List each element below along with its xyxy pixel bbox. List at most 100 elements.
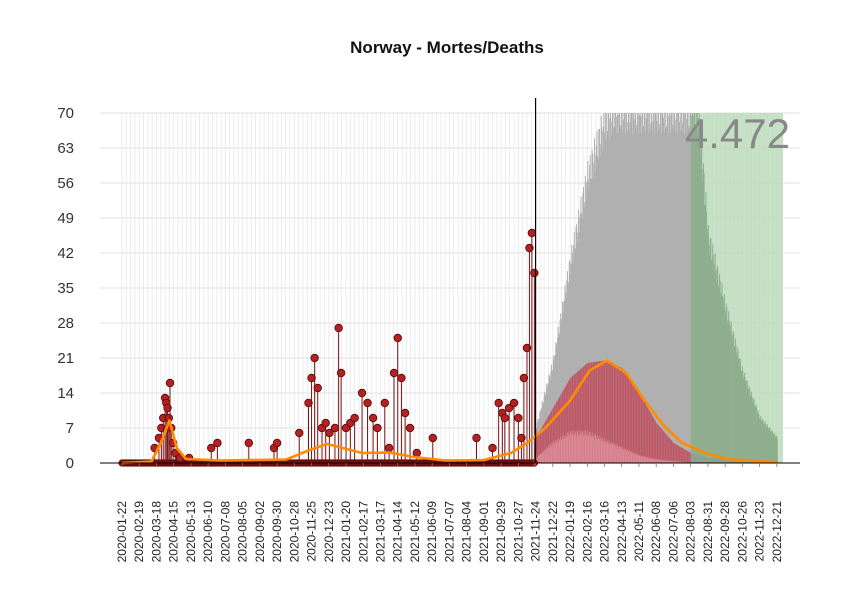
forecast-mid-bar — [580, 368, 582, 463]
x-tick-label: 2021-08-04 — [460, 501, 474, 563]
forecast-mid-bar — [624, 371, 626, 463]
forecast-upper-bar — [577, 232, 579, 463]
forecast-lower-bar — [549, 445, 551, 463]
data-point — [380, 398, 389, 408]
forecast-mid-bar — [692, 453, 694, 463]
data-point — [400, 408, 410, 418]
forecast-mid-bar — [616, 365, 618, 463]
forecast-mid-bar — [619, 366, 621, 463]
forecast-upper-bar — [658, 129, 660, 463]
forecast-upper-bar — [707, 228, 709, 463]
forecast-mid-bar — [603, 360, 605, 463]
forecast-mid-bar — [727, 458, 729, 463]
forecast-mid-bar — [571, 376, 573, 463]
forecast-upper-bar — [592, 177, 594, 463]
forecast-mid-bar — [710, 458, 712, 463]
data-point — [310, 353, 319, 363]
forecast-upper-bar — [738, 364, 740, 463]
forecast-mid-bar — [606, 361, 608, 463]
forecast-mid-bar — [539, 431, 541, 463]
forecast-mid-bar — [650, 413, 652, 463]
data-point — [157, 423, 166, 433]
forecast-upper-bar — [565, 292, 567, 463]
forecast-lower-bar — [608, 444, 610, 463]
forecast-mid-bar — [711, 458, 713, 463]
forecast-mid-bar — [581, 368, 583, 463]
forecast-upper-bar — [651, 131, 653, 464]
forecast-lower-bar — [587, 430, 589, 463]
data-point — [163, 403, 172, 413]
x-tick-label: 2021-03-17 — [374, 501, 388, 563]
forecast-mid-bar — [539, 430, 541, 463]
forecast-upper-bar — [630, 113, 632, 463]
forecast-upper-bar — [694, 125, 697, 464]
forecast-mid-bar — [691, 453, 693, 463]
forecast-lower-bar — [616, 446, 618, 463]
forecast-mid-bar — [635, 388, 637, 463]
data-point — [500, 413, 510, 423]
forecast-mid-bar — [706, 457, 708, 463]
forecast-mid-bar — [637, 391, 639, 463]
forecast-mid-bar — [703, 456, 705, 463]
forecast-upper-bar — [569, 260, 571, 463]
forecast-lower-bar — [680, 461, 682, 463]
tick-labels: 0 7 14 21 28 35 42 49 56 63 70 2020-01-22 2020-02-19… — [57, 105, 783, 562]
forecast-mid-bar — [558, 397, 560, 463]
forecast-lower-bar — [547, 448, 549, 463]
forecast-upper-bar — [741, 365, 743, 463]
forecast-lower-bar — [675, 461, 677, 463]
x-tick-label: 2022-11-23 — [753, 501, 767, 562]
forecast-mid-bar — [550, 411, 552, 463]
data-point — [313, 383, 322, 393]
forecast-upper-bar — [709, 237, 711, 463]
forecast-upper-bar — [678, 113, 680, 463]
forecast-mid-bar — [640, 395, 642, 463]
forecast-mid-bar — [690, 453, 692, 463]
forecast-mid-bar — [649, 411, 651, 463]
forecast-mid-bar — [637, 390, 639, 463]
x-tick-label: 2022-05-11 — [632, 501, 646, 562]
forecast-mid-bar — [593, 362, 595, 463]
forecast-upper-bar — [589, 164, 591, 463]
forecast-upper-bar — [714, 263, 716, 463]
data-point — [494, 398, 503, 408]
forecast-upper-bar — [712, 254, 714, 463]
forecast-lower-bar — [543, 450, 545, 463]
forecast-upper-bar — [625, 113, 627, 463]
forecast-lower-bar — [607, 440, 609, 463]
forecast-mid-bar — [660, 428, 662, 463]
y-tick-label: 21 — [57, 350, 74, 367]
y-tick-label: 35 — [57, 280, 74, 297]
forecast-upper-bar — [559, 319, 561, 463]
forecast-upper-bar — [570, 263, 572, 463]
data-point — [357, 388, 367, 398]
forecast-upper-bar — [747, 390, 749, 463]
forecast-upper-bar — [705, 191, 707, 464]
forecast-mid-bar — [693, 453, 695, 463]
forecast-lower-bar — [657, 459, 659, 463]
forecast-mid-bar — [705, 457, 707, 463]
forecast-upper-bar — [605, 113, 607, 463]
forecast-upper-bar — [643, 127, 645, 464]
forecast-mid-bar — [655, 421, 657, 463]
forecast-upper-bar — [693, 133, 695, 464]
forecast-lower-bar — [659, 459, 661, 463]
forecast-mid-bar — [652, 416, 654, 463]
forecast-mid-bar — [699, 455, 701, 463]
forecast-upper-bar — [703, 172, 705, 463]
forecast-lower-bar — [572, 434, 574, 463]
forecast-mid-bar — [713, 458, 715, 463]
forecast-mid-bar — [627, 376, 629, 463]
forecast-lower-bar — [562, 435, 564, 463]
forecast-lower-bar — [584, 433, 586, 463]
forecast-lower-bar — [603, 441, 605, 463]
forecast-mid-bar — [653, 417, 655, 463]
forecast-upper-bar — [774, 437, 777, 463]
forecast-mid-bar — [574, 374, 576, 463]
forecast-mid-bar — [666, 435, 668, 463]
forecast-upper-bar — [722, 296, 724, 463]
forecast-mid-bar — [578, 370, 580, 463]
forecast-mid-bar — [559, 396, 561, 463]
forecast-mid-bar — [684, 449, 686, 463]
forecast-lower-bar — [610, 444, 612, 463]
